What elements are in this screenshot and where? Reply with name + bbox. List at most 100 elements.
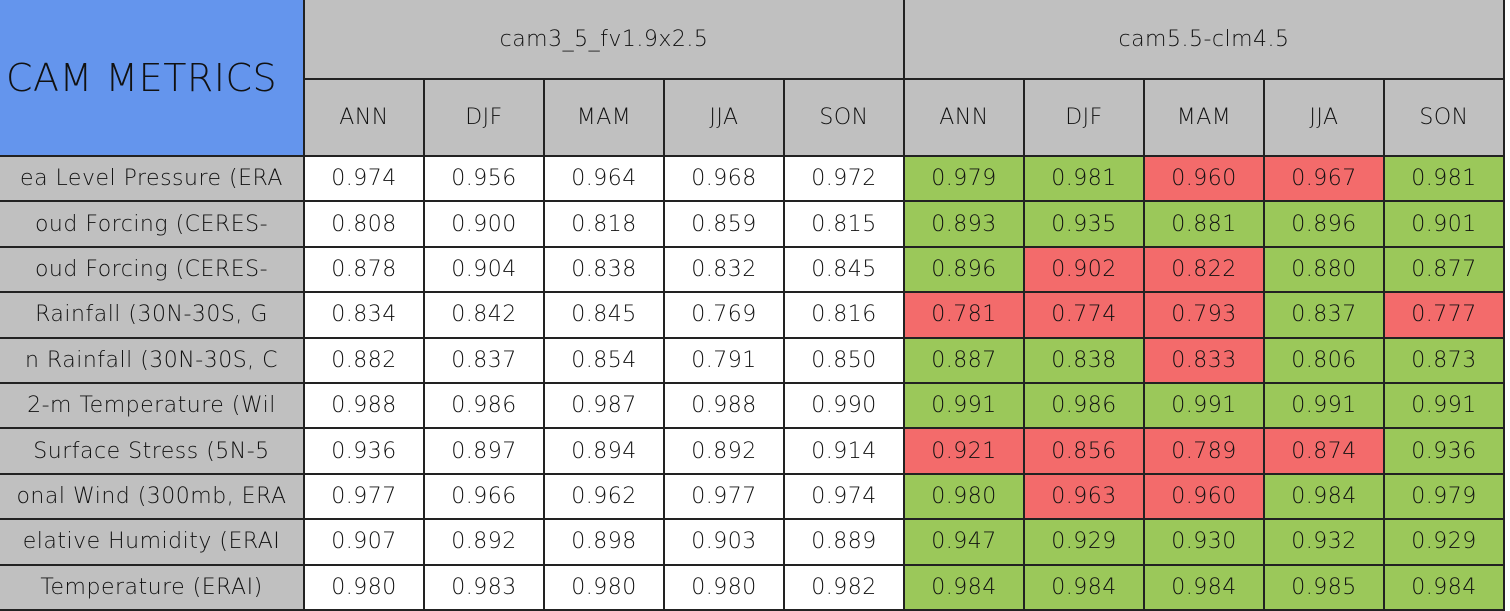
value-cell: 0.962 [545,474,665,521]
value-cell: 0.991 [1265,384,1385,430]
value-cell: 0.897 [425,429,545,475]
value-cell: 0.833 [1145,338,1265,384]
value-cell: 0.929 [1025,520,1145,566]
value-cell: 0.854 [545,338,665,384]
value-cell: 0.921 [905,429,1025,475]
value-cell: 0.889 [785,520,905,566]
season-header: SON [1385,80,1505,157]
value-cell: 0.980 [905,474,1025,521]
value-cell: 0.974 [785,474,905,521]
value-cell: 0.902 [1025,247,1145,294]
value-cell: 0.977 [665,474,785,521]
value-cell: 0.981 [1025,157,1145,203]
value-cell: 0.815 [785,202,905,248]
row-label: oud Forcing (CERES- [0,202,305,248]
value-cell: 0.984 [1145,565,1265,611]
value-cell: 0.845 [545,293,665,339]
value-cell: 0.834 [305,293,425,339]
value-cell: 0.983 [425,565,545,611]
row-label: Rainfall (30N-30S, G [0,293,305,339]
value-cell: 0.967 [1265,157,1385,203]
value-cell: 0.974 [305,157,425,203]
value-cell: 0.977 [305,474,425,521]
value-cell: 0.968 [665,157,785,203]
value-cell: 0.901 [1385,202,1505,248]
value-cell: 0.960 [1145,474,1265,521]
value-cell: 0.877 [1385,247,1505,294]
value-cell: 0.984 [1265,474,1385,521]
value-cell: 0.774 [1025,293,1145,339]
value-cell: 0.896 [905,247,1025,294]
row-label: Temperature (ERAI) [0,565,305,611]
value-cell: 0.837 [1265,293,1385,339]
row-label: ea Level Pressure (ERA [0,157,305,203]
value-cell: 0.859 [665,202,785,248]
season-header: JJA [665,80,785,157]
value-cell: 0.990 [785,384,905,430]
row-label: Surface Stress (5N-5 [0,429,305,475]
row-label: n Rainfall (30N-30S, C [0,338,305,384]
value-cell: 0.874 [1265,429,1385,475]
value-cell: 0.980 [545,565,665,611]
row-label: onal Wind (300mb, ERA [0,474,305,521]
value-cell: 0.878 [305,247,425,294]
group-header: cam5.5-clm4.5 [905,0,1505,80]
value-cell: 0.984 [1385,565,1505,611]
value-cell: 0.972 [785,157,905,203]
value-cell: 0.956 [425,157,545,203]
value-cell: 0.991 [1145,384,1265,430]
row-label: 2-m Temperature (Wil [0,384,305,430]
value-cell: 0.818 [545,202,665,248]
value-cell: 0.914 [785,429,905,475]
value-cell: 0.791 [665,338,785,384]
value-cell: 0.892 [665,429,785,475]
season-header: SON [785,80,905,157]
value-cell: 0.789 [1145,429,1265,475]
value-cell: 0.816 [785,293,905,339]
value-cell: 0.822 [1145,247,1265,294]
value-cell: 0.850 [785,338,905,384]
value-cell: 0.887 [905,338,1025,384]
value-cell: 0.898 [545,520,665,566]
season-header: MAM [1145,80,1265,157]
value-cell: 0.988 [665,384,785,430]
season-header: DJF [1025,80,1145,157]
value-cell: 0.894 [545,429,665,475]
value-cell: 0.986 [1025,384,1145,430]
value-cell: 0.947 [905,520,1025,566]
value-cell: 0.903 [665,520,785,566]
value-cell: 0.882 [305,338,425,384]
value-cell: 0.806 [1265,338,1385,384]
season-header: JJA [1265,80,1385,157]
value-cell: 0.930 [1145,520,1265,566]
value-cell: 0.960 [1145,157,1265,203]
value-cell: 0.979 [1385,474,1505,521]
value-cell: 0.991 [905,384,1025,430]
value-cell: 0.980 [665,565,785,611]
value-cell: 0.981 [1385,157,1505,203]
value-cell: 0.896 [1265,202,1385,248]
value-cell: 0.900 [425,202,545,248]
value-cell: 0.991 [1385,384,1505,430]
value-cell: 0.842 [425,293,545,339]
value-cell: 0.808 [305,202,425,248]
row-label: elative Humidity (ERAI [0,520,305,566]
value-cell: 0.781 [905,293,1025,339]
value-cell: 0.880 [1265,247,1385,294]
value-cell: 0.838 [545,247,665,294]
value-cell: 0.873 [1385,338,1505,384]
value-cell: 0.980 [305,565,425,611]
value-cell: 0.845 [785,247,905,294]
value-cell: 0.881 [1145,202,1265,248]
value-cell: 0.936 [1385,429,1505,475]
value-cell: 0.907 [305,520,425,566]
value-cell: 0.904 [425,247,545,294]
season-header: MAM [545,80,665,157]
value-cell: 0.988 [305,384,425,430]
season-header: DJF [425,80,545,157]
table-title: CAM METRICS [0,0,305,157]
value-cell: 0.966 [425,474,545,521]
value-cell: 0.837 [425,338,545,384]
season-header: ANN [305,80,425,157]
